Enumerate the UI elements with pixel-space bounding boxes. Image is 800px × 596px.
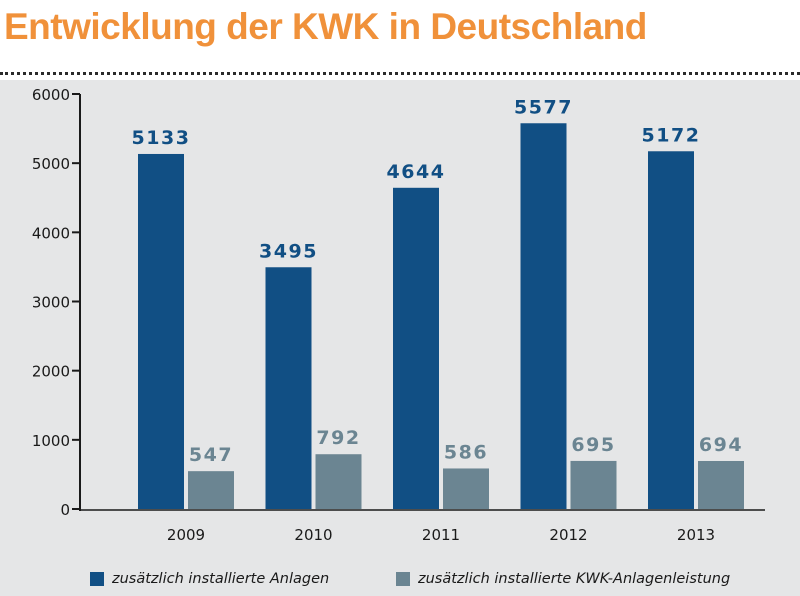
y-tick-label: 6000 <box>32 86 70 104</box>
legend-item-leistung: zusätzlich installierte KWK-Anlagenleist… <box>396 570 730 588</box>
data-label-leistung-2010: 792 <box>316 427 360 449</box>
bar-leistung-2012 <box>570 460 617 509</box>
legend-swatch-leistung <box>396 572 410 586</box>
bar-anlagen-2013 <box>648 151 694 509</box>
y-tick-label: 2000 <box>32 363 70 381</box>
data-label-anlagen-2010: 3495 <box>259 240 318 262</box>
data-label-anlagen-2009: 5133 <box>132 127 191 149</box>
y-tick-label: 0 <box>60 501 70 519</box>
legend-label-anlagen: zusätzlich installierte Anlagen <box>112 571 330 587</box>
data-label-anlagen-2012: 5577 <box>514 96 573 118</box>
data-label-leistung-2009: 547 <box>189 444 233 466</box>
bar-leistung-2009 <box>188 471 234 509</box>
bar-anlagen-2012 <box>520 123 567 509</box>
x-tick-label-2011: 2011 <box>422 526 460 544</box>
bar-leistung-2010 <box>315 454 362 509</box>
bar-anlagen-2009 <box>138 153 184 509</box>
y-tick-label: 4000 <box>32 224 70 242</box>
data-label-leistung-2013: 694 <box>699 434 743 456</box>
bar-anlagen-2010 <box>265 267 312 509</box>
y-tick-label: 1000 <box>32 432 70 450</box>
data-label-leistung-2011: 586 <box>444 441 488 463</box>
bar-leistung-2013 <box>698 460 744 509</box>
chart-title: Entwicklung der KWK in Deutschland <box>4 6 647 47</box>
legend-swatch-anlagen <box>90 572 104 586</box>
x-tick-label-2013: 2013 <box>677 526 715 544</box>
x-tick-label-2009: 2009 <box>167 526 205 544</box>
y-tick-label: 5000 <box>32 155 70 173</box>
title-divider <box>0 72 800 75</box>
data-label-anlagen-2011: 4644 <box>387 161 446 183</box>
legend-item-anlagen: zusätzlich installierte Anlagen <box>90 570 329 588</box>
bar-leistung-2011 <box>443 468 489 509</box>
x-tick-label-2010: 2010 <box>294 526 332 544</box>
data-label-anlagen-2013: 5172 <box>642 124 701 146</box>
y-tick-label: 3000 <box>32 294 70 312</box>
legend-label-leistung: zusätzlich installierte KWK-Anlagenleist… <box>418 571 731 587</box>
x-tick-label-2012: 2012 <box>549 526 587 544</box>
data-label-leistung-2012: 695 <box>571 434 615 456</box>
bar-anlagen-2011 <box>393 187 439 510</box>
